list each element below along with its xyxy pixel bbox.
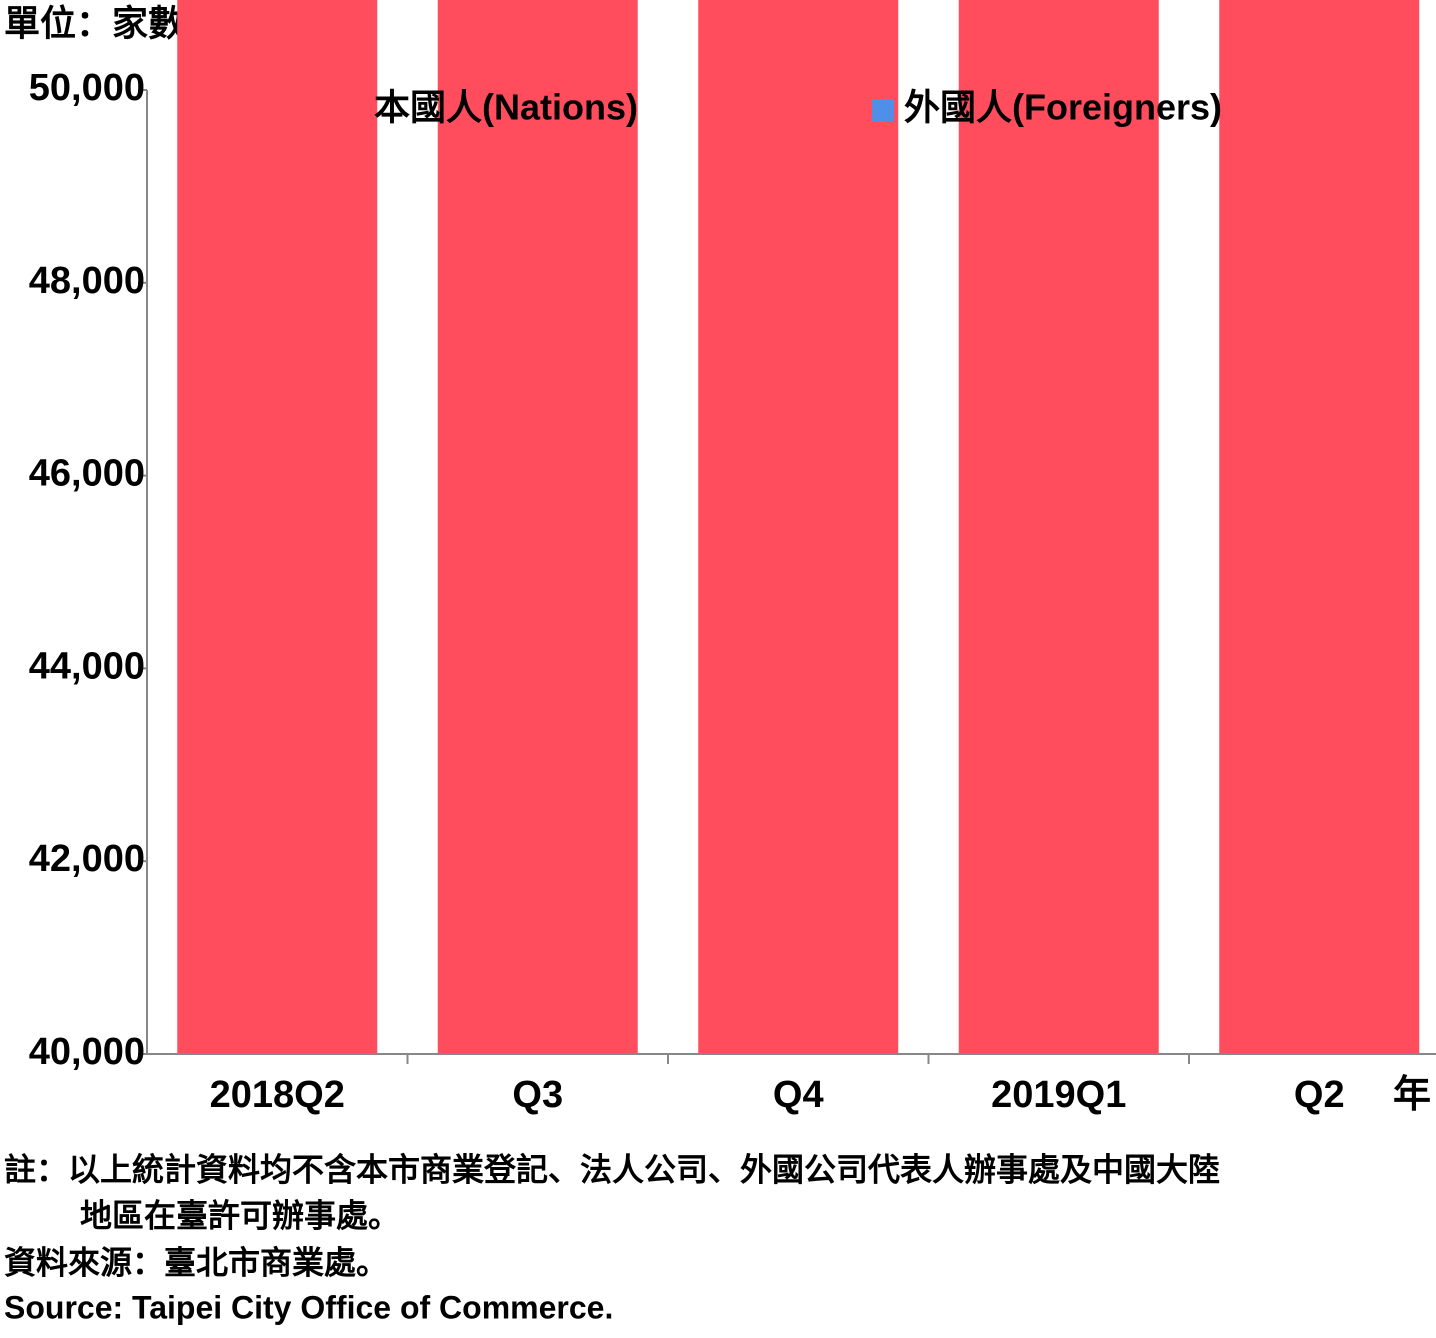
- y-tick-label: 42,000: [29, 838, 145, 880]
- x-tick-label: Q3: [512, 1074, 563, 1116]
- x-tick-label: Q4: [773, 1074, 824, 1116]
- y-tick-label: 40,000: [29, 1031, 145, 1073]
- bar-segment: [1219, 0, 1420, 1054]
- legend-swatch: [342, 99, 364, 121]
- source: 資料來源：臺北市商業處。: [4, 1244, 388, 1280]
- legend-swatch: [872, 99, 894, 121]
- x-tick-label: Q2: [1294, 1074, 1345, 1116]
- bar-segment: [958, 0, 1159, 1054]
- x-tick-label: 2019Q1: [991, 1074, 1126, 1116]
- y-tick-label: 44,000: [29, 645, 145, 687]
- note: 註：以上統計資料均不含本市商業登記、法人公司、外國公司代表人辦事處及中國大陸: [4, 1151, 1220, 1187]
- source: Source: Taipei City Office of Commerce.: [4, 1289, 613, 1325]
- y-tick-label: 46,000: [29, 453, 145, 495]
- legend-label: 外國人(Foreigners): [904, 87, 1222, 128]
- note: 地區在臺許可辦事處。: [80, 1197, 400, 1233]
- bar-segment: [437, 0, 638, 1055]
- x-tick-label: 2018Q2: [210, 1074, 345, 1116]
- x-axis-label: 年: [1393, 1074, 1431, 1116]
- y-tick-label: 48,000: [29, 260, 145, 302]
- bar-segment: [177, 0, 378, 1054]
- legend-label: 本國人(Nations): [374, 87, 638, 128]
- bar-segment: [698, 0, 899, 1054]
- y-tick-label: 50,000: [29, 67, 145, 109]
